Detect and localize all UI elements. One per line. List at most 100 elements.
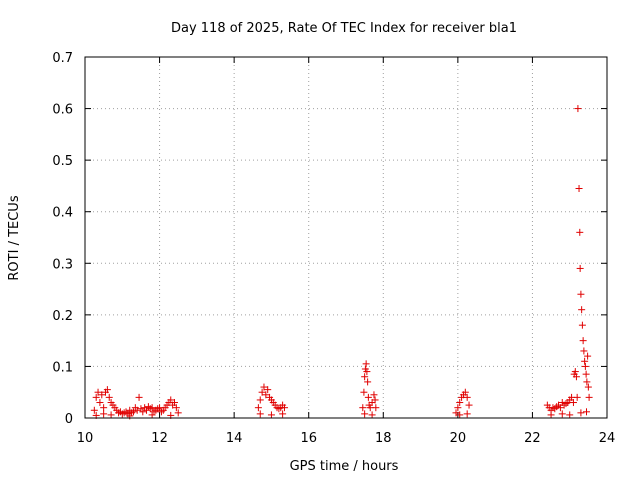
data-point: [571, 368, 579, 376]
data-point: [463, 393, 471, 401]
data-point: [262, 391, 270, 399]
x-tick-label: 20: [450, 431, 467, 446]
data-point: [368, 411, 376, 419]
x-tick-label: 12: [151, 431, 168, 446]
data-point: [577, 409, 585, 417]
data-point: [364, 393, 372, 401]
plot-frame: [84, 56, 608, 419]
data-point: [577, 290, 585, 298]
x-tick-label: 24: [599, 431, 616, 446]
x-tick-label: 18: [375, 431, 392, 446]
data-point: [579, 337, 587, 345]
data-point: [280, 404, 288, 412]
data-point: [256, 396, 264, 404]
data-point: [575, 185, 583, 193]
data-point: [572, 373, 580, 381]
data-point: [100, 410, 108, 418]
x-axis-label: GPS time / hours: [290, 459, 399, 474]
data-point: [275, 405, 283, 413]
data-point: [139, 408, 147, 416]
data-point: [359, 404, 367, 412]
data-point: [258, 388, 266, 396]
data-point: [556, 404, 564, 412]
data-point: [452, 409, 460, 417]
data-point: [562, 400, 570, 408]
y-tick-label: 0: [65, 412, 73, 427]
data-point: [454, 404, 462, 412]
data-point: [580, 347, 588, 355]
data-point: [578, 306, 586, 314]
data-point: [279, 410, 287, 418]
data-point: [584, 383, 592, 391]
data-point: [157, 408, 165, 416]
y-tick-label: 0.7: [52, 51, 73, 66]
data-point: [370, 391, 378, 399]
data-point: [465, 401, 473, 409]
data-point: [372, 404, 380, 412]
data-point: [371, 396, 379, 404]
data-point: [148, 404, 156, 412]
data-point: [264, 386, 272, 394]
data-point: [566, 411, 574, 419]
data-point: [581, 357, 589, 365]
data-point: [154, 405, 162, 413]
data-point: [150, 408, 158, 416]
data-point: [363, 368, 371, 376]
data-point: [105, 393, 113, 401]
grid: [85, 57, 607, 418]
y-tick-label: 0.2: [52, 309, 73, 324]
data-point: [582, 370, 590, 378]
data-point: [92, 393, 100, 401]
data-point: [174, 409, 182, 417]
data-point: [96, 399, 104, 407]
data-point: [100, 404, 108, 412]
data-point: [362, 360, 370, 368]
data-point: [547, 411, 555, 419]
data-point: [170, 399, 178, 407]
data-point: [456, 399, 464, 407]
data-point: [148, 411, 156, 419]
y-tick-label: 0.3: [52, 257, 73, 272]
data-point: [576, 228, 584, 236]
data-point: [94, 388, 102, 396]
chart-title: Day 118 of 2025, Rate Of TEC Index for r…: [171, 21, 517, 36]
x-tick-label: 22: [524, 431, 541, 446]
data-point: [260, 383, 268, 391]
data-point: [107, 411, 115, 419]
data-point: [143, 406, 151, 414]
y-tick-label: 0.4: [52, 206, 73, 221]
data-point: [558, 410, 566, 418]
data-point: [456, 411, 464, 419]
data-point: [364, 378, 372, 386]
data-point: [172, 404, 180, 412]
data-point: [583, 378, 591, 386]
data-point: [254, 404, 262, 412]
y-tick-label: 0.1: [52, 360, 73, 375]
y-tick-label: 0.5: [52, 154, 73, 169]
x-tick-label: 10: [77, 431, 94, 446]
x-tick-label: 16: [300, 431, 317, 446]
x-tick-label: 14: [226, 431, 243, 446]
data-point: [585, 393, 593, 401]
data-point: [461, 388, 469, 396]
data-point: [135, 393, 143, 401]
data-point: [573, 393, 581, 401]
data-point: [360, 388, 368, 396]
data-point: [267, 411, 275, 419]
y-axis-label: ROTI / TECUs: [7, 195, 22, 280]
data-point: [361, 373, 369, 381]
data-point: [576, 264, 584, 272]
data-point: [90, 406, 98, 414]
data-point: [133, 406, 141, 414]
data-point: [129, 408, 137, 416]
data-point: [578, 321, 586, 329]
data-point: [167, 396, 175, 404]
data-point: [584, 352, 592, 360]
data-point: [463, 410, 471, 418]
data-point: [98, 391, 106, 399]
data-point: [256, 410, 264, 418]
tick-labels: 10 12 14 16 18 20 22 24 0 0.1 0.2 0.3 0.4 0.5 0.6 0.7: [52, 51, 615, 446]
axis-ticks: [84, 56, 608, 419]
data-point: [103, 386, 111, 394]
